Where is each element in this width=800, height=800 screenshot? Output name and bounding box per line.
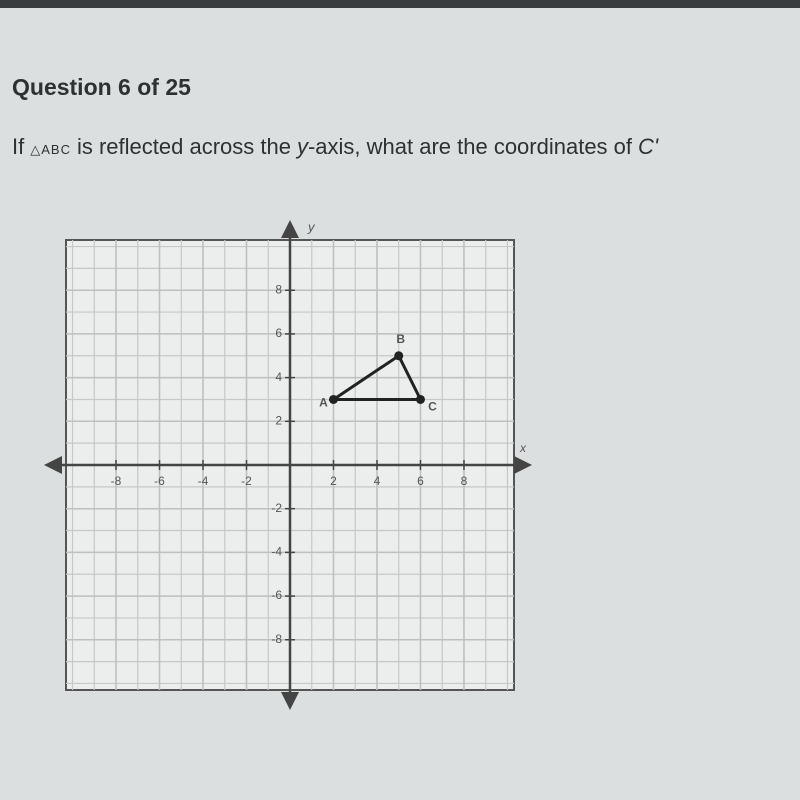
question-number: Question 6 of 25 — [12, 74, 191, 100]
arrow — [514, 456, 532, 474]
x-tick-label: -2 — [241, 474, 252, 488]
y-tick-label: 8 — [275, 282, 282, 296]
arrow — [281, 692, 299, 710]
x-tick-label: -6 — [154, 474, 165, 488]
vertex — [394, 351, 404, 361]
y-tick-label: -2 — [271, 501, 282, 515]
triangle — [328, 353, 423, 401]
axis-label: y — [307, 219, 316, 234]
x-tick-label: 2 — [330, 474, 337, 488]
point-name: C' — [638, 134, 659, 159]
x-tick-label: -4 — [198, 474, 209, 488]
y-tick-label: 2 — [275, 413, 282, 427]
x-tick-label: -8 — [111, 474, 122, 488]
x-tick-label: 8 — [461, 474, 468, 488]
x-tick-label: 4 — [374, 474, 381, 488]
vertex-label: A — [319, 396, 328, 410]
vertex-label: B — [396, 332, 405, 346]
y-tick-label: -6 — [271, 588, 282, 602]
text: is reflected across the — [76, 134, 291, 159]
arrow — [44, 456, 62, 474]
question-text: If △ABC is reflected across the y-axis, wha… — [12, 134, 658, 160]
y-tick-label: -8 — [271, 632, 282, 646]
vertex — [328, 394, 338, 404]
triangle-name: △ABC — [30, 142, 71, 157]
y-tick-label: 4 — [275, 370, 282, 384]
text: -axis, what are the coordinates of — [307, 134, 633, 159]
arrow — [281, 220, 299, 238]
vertex — [415, 394, 425, 404]
axis-label: x — [519, 441, 527, 455]
y-tick-label: 6 — [275, 326, 282, 340]
top-bar — [0, 0, 800, 8]
axis-name: y — [296, 134, 308, 159]
x-tick-label: 6 — [417, 474, 424, 488]
vertex-label: C — [428, 400, 437, 414]
y-tick-label: -4 — [271, 545, 282, 559]
text: If — [12, 134, 25, 159]
